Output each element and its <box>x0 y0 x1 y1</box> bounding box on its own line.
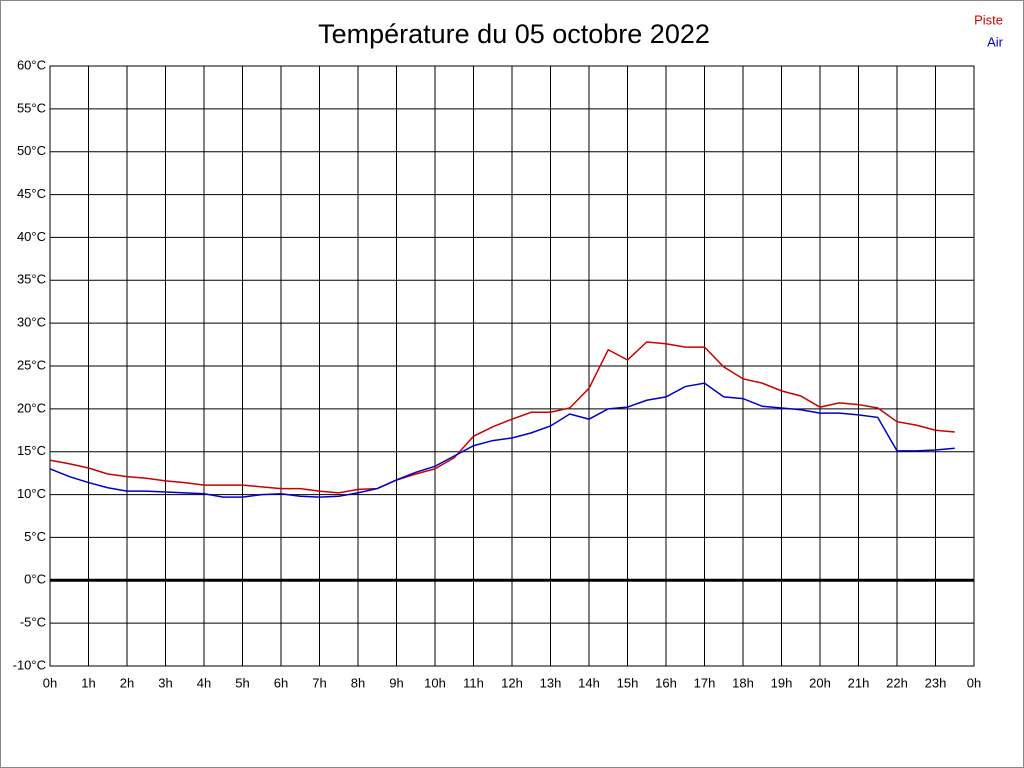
y-tick-label: 10°C <box>17 486 46 501</box>
x-tick-label: 20h <box>809 675 831 690</box>
x-tick-label: 16h <box>655 675 677 690</box>
x-tick-label: 14h <box>578 675 600 690</box>
y-tick-label: 15°C <box>17 443 46 458</box>
y-tick-label: 25°C <box>17 357 46 372</box>
x-tick-label: 9h <box>389 675 403 690</box>
x-tick-label: 12h <box>501 675 523 690</box>
x-tick-label: 0h <box>967 675 981 690</box>
line <box>49 341 955 494</box>
x-tick-label: 6h <box>274 675 288 690</box>
x-tick-label: 11h <box>463 675 484 690</box>
x-tick-label: 18h <box>732 675 754 690</box>
y-tick-label: 35°C <box>17 272 46 287</box>
y-tick-label: 45°C <box>17 186 46 201</box>
x-tick-label: 0h <box>43 675 57 690</box>
x-tick-label: 7h <box>312 675 326 690</box>
y-tick-label: 60°C <box>17 57 46 72</box>
x-tick-label: 10h <box>424 675 446 690</box>
y-tick-label: 0°C <box>24 572 46 587</box>
chart-title: Température du 05 octobre 2022 <box>318 19 710 49</box>
x-tick-label: 8h <box>351 675 365 690</box>
x-tick-label: 5h <box>235 675 249 690</box>
y-tick-label: -5°C <box>20 615 46 630</box>
x-tick-label: 22h <box>886 675 908 690</box>
x-tick-label: 4h <box>197 675 211 690</box>
x-tick-label: 19h <box>771 675 793 690</box>
x-tick-label: 3h <box>158 675 172 690</box>
y-tick-label: 55°C <box>17 100 46 115</box>
legend-label: Piste <box>974 12 1003 27</box>
x-tick-label: 13h <box>540 675 562 690</box>
x-tick-label: 1h <box>81 675 95 690</box>
x-tick-label: 2h <box>120 675 134 690</box>
x-tick-label: 23h <box>925 675 947 690</box>
x-tick-label: 21h <box>848 675 870 690</box>
y-tick-label: 30°C <box>17 315 46 330</box>
y-tick-label: 20°C <box>17 400 46 415</box>
y-tick-label: -10°C <box>13 657 46 672</box>
legend-label: Air <box>987 34 1004 49</box>
x-tick-label: 17h <box>694 675 716 690</box>
line <box>49 382 955 498</box>
y-tick-label: 40°C <box>17 229 46 244</box>
y-tick-label: 5°C <box>24 529 46 544</box>
x-tick-label: 15h <box>617 675 639 690</box>
y-tick-label: 50°C <box>17 143 46 158</box>
